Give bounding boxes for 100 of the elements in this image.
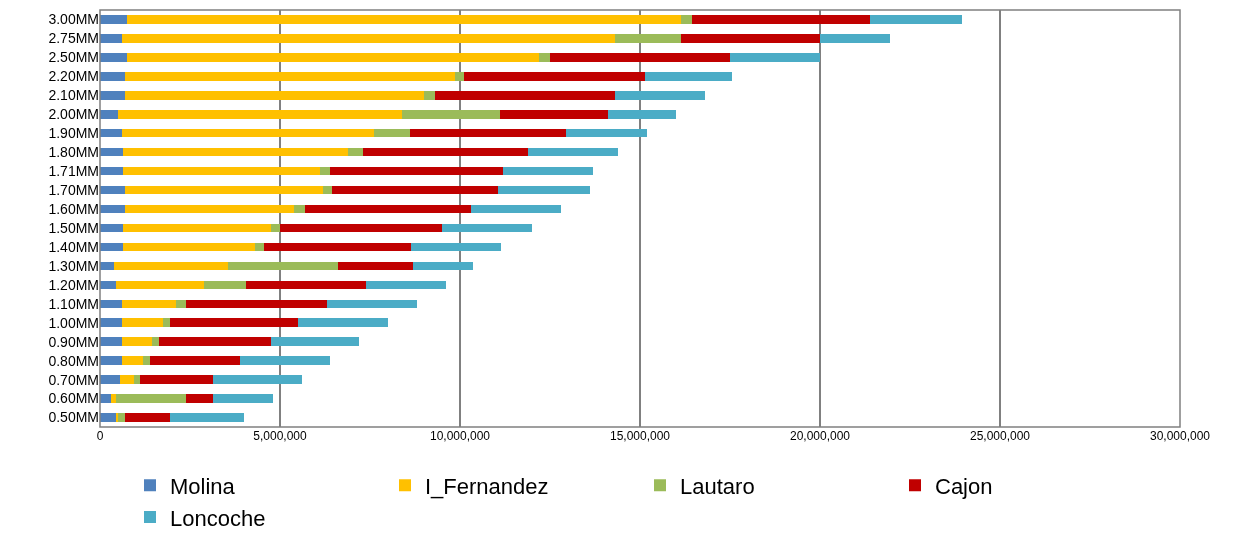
bar [121,356,144,365]
bar [424,91,435,100]
bar [159,337,271,346]
bar [100,413,117,422]
bar [100,109,118,119]
y-tick-label: 2.75MM [48,30,99,47]
bar [645,72,732,81]
bar [245,280,367,290]
y-tick-label: 1.50MM [48,219,99,236]
bar [497,185,590,195]
y-tick-label: 1.90MM [48,125,99,142]
x-tick-label: 10,000,000 [429,429,491,443]
bar [294,204,306,214]
y-tick-label: 1.20MM [48,276,99,293]
y-tick-label: 1.60MM [48,200,99,217]
legend-label: Cajon [935,473,993,499]
bar [454,72,464,81]
bar [539,53,550,62]
bar [434,91,615,100]
x-tick-label: 0 [96,429,104,443]
y-tick-label: 3.00MM [48,11,99,28]
bar [413,261,473,271]
bar [411,242,502,252]
y-tick-label: 0.70MM [48,371,99,388]
y-tick-label: 0.90MM [48,333,99,350]
bar [125,91,424,100]
bar [442,223,532,233]
bar [125,204,295,214]
legend-label: Lautaro [680,473,755,499]
bar [100,15,127,24]
bar [123,223,271,233]
bar [614,34,682,43]
bar [100,375,120,384]
bar [100,299,122,309]
bar [326,299,417,309]
bar [123,166,320,176]
y-tick-label: 0.50MM [48,409,99,426]
bar [820,34,891,43]
bar [123,242,255,252]
bar [186,394,214,403]
y-tick-label: 2.50MM [48,49,99,66]
bar [550,53,730,62]
bar [150,356,241,365]
legend-label: Loncoche [170,505,266,531]
bar [121,318,163,328]
x-tick-label: 15,000,000 [609,429,671,443]
bar [227,261,338,271]
bar [121,34,615,43]
bar [163,318,171,328]
y-tick-label: 1.71MM [48,163,99,180]
bar [119,375,135,384]
bar [125,413,171,422]
bar [263,242,412,252]
bar [116,280,205,290]
bar [463,72,646,81]
bar [121,128,374,138]
bar [152,337,160,346]
bar [100,394,111,403]
bar [402,109,500,119]
y-tick-label: 2.20MM [48,68,99,85]
bar [116,394,187,403]
bar [240,356,331,365]
bar [271,337,360,346]
bar [348,147,363,157]
y-tick-label: 1.70MM [48,181,99,198]
bar [213,375,302,384]
bar [170,413,244,422]
bar [100,337,122,346]
bar [110,394,117,403]
bar [127,15,682,24]
y-tick-label: 1.30MM [48,257,99,274]
bar [254,242,264,252]
bar [100,72,126,81]
bar [366,280,446,290]
bar [213,394,273,403]
bar [114,261,228,271]
bar [337,261,414,271]
y-tick-label: 1.00MM [48,314,99,331]
bar [118,109,403,119]
bar [186,299,327,309]
bar [125,185,324,195]
legend-label: I_Fernandez [425,473,549,499]
bar [409,128,567,138]
x-tick-label: 5,000,000 [253,429,308,443]
bar [607,109,676,119]
bar [100,128,122,138]
bar [100,34,122,43]
x-tick-label: 25,000,000 [969,429,1031,443]
bar [362,147,529,157]
bar [681,34,820,43]
bar [305,204,471,214]
y-tick-label: 1.80MM [48,144,99,161]
bar [681,15,693,24]
bar [125,72,455,81]
bar [204,280,246,290]
bar [323,185,333,195]
bar [870,15,963,24]
y-tick-label: 2.10MM [48,87,99,104]
bar [614,91,705,100]
y-tick-label: 1.40MM [48,238,99,255]
